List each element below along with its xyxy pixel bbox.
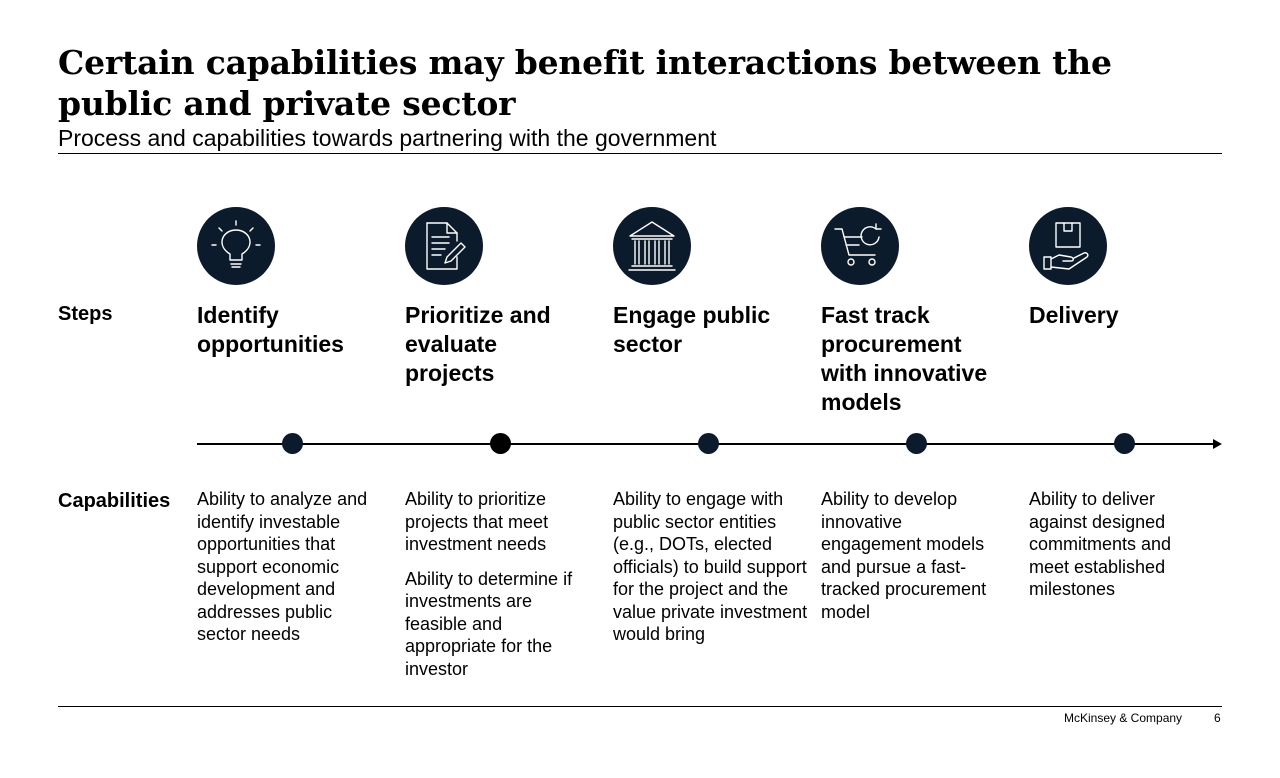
steps-row-label: Steps [58,303,113,325]
capabilities-fast-track: Ability to develop innovative engagement… [821,488,1001,635]
capability-text: Ability to engage with public sector ent… [613,489,808,644]
capability-text: Ability to determine if investments are … [405,568,573,679]
page-title: Certain capabilities may benefit interac… [58,43,1112,123]
government-building-icon [613,207,691,285]
capabilities-delivery: Ability to deliver against designed comm… [1029,488,1197,613]
lightbulb-icon [197,207,275,285]
footer-brand: McKinsey & Company [1064,711,1183,725]
footer-divider [58,706,1222,707]
timeline-dot-engage [698,433,719,454]
page-number: 6 [1214,711,1221,725]
timeline-dot-delivery [1114,433,1135,454]
timeline-arrowhead [1213,439,1222,449]
page-subtitle: Process and capabilities towards partner… [58,125,717,151]
timeline-dot-fast-track [906,433,927,454]
step-title-prioritize: Prioritize and evaluate projects [405,302,551,386]
capabilities-engage: Ability to engage with public sector ent… [613,488,811,658]
capability-text: Ability to develop innovative engagement… [821,489,987,622]
header-divider [58,153,1222,154]
step-title-fast-track: Fast track procurement with innovative m… [821,302,988,415]
capabilities-identify: Ability to analyze and identify investab… [197,488,379,658]
step-title-identify: Identify opportunities [197,302,344,357]
capability-text: Ability to deliver against designed comm… [1029,489,1172,599]
cart-refresh-icon [821,207,899,285]
capability-text: Ability to prioritize projects that meet… [405,489,549,554]
capabilities-prioritize: Ability to prioritize projects that meet… [405,488,585,692]
capability-text: Ability to analyze and identify investab… [197,489,368,644]
capabilities-row-label: Capabilities [58,490,171,512]
step-title-delivery: Delivery [1029,302,1119,328]
box-hand-icon [1029,207,1107,285]
timeline-dot-identify [282,433,303,454]
document-pen-icon [405,207,483,285]
step-title-engage: Engage public sector [613,302,771,357]
timeline-dot-prioritize [490,433,511,454]
